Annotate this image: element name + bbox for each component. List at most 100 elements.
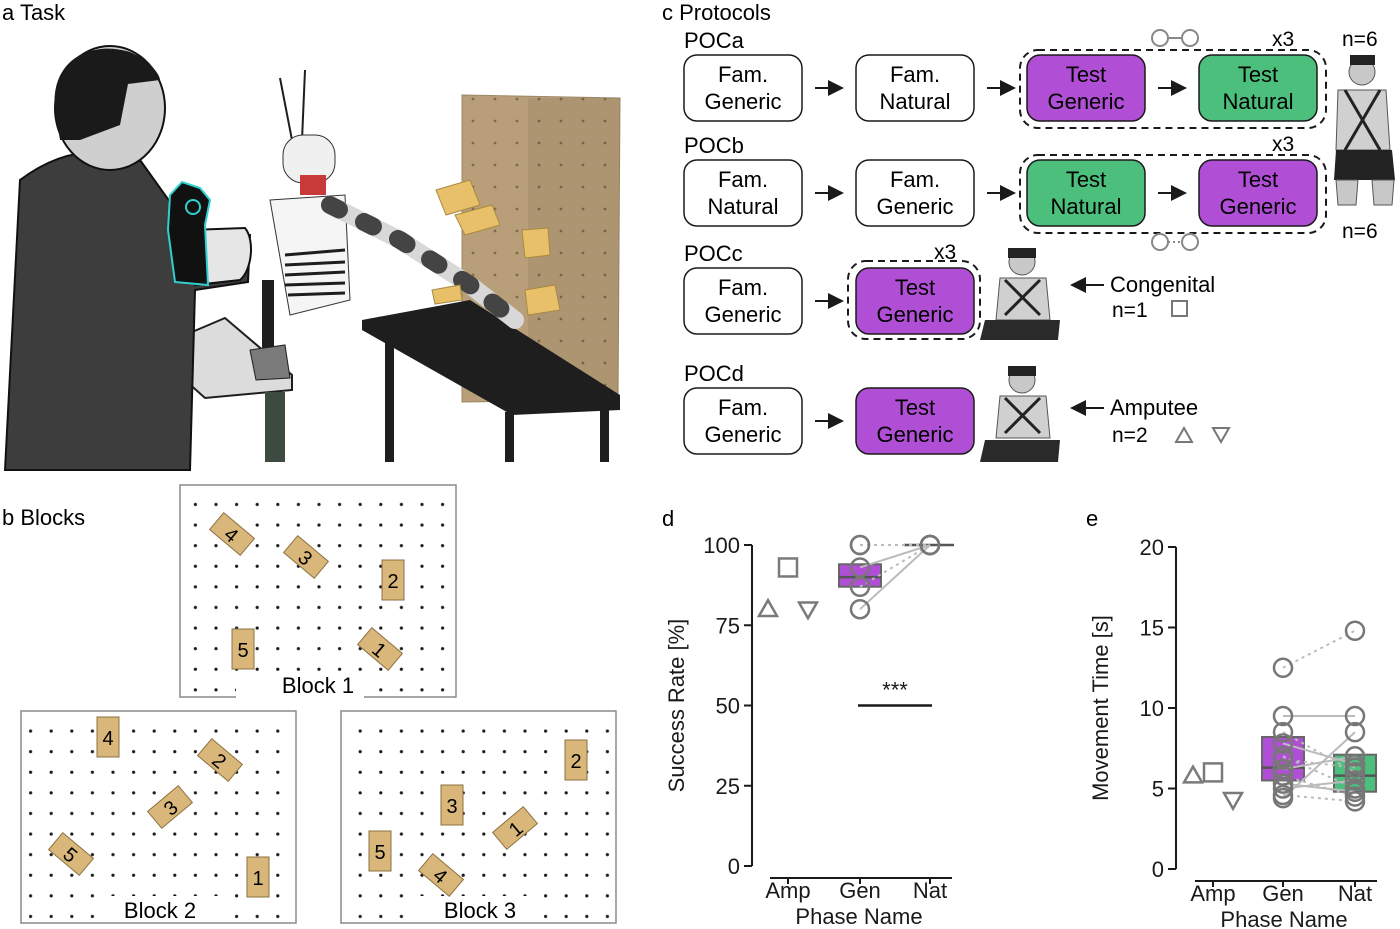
- group-label: Amputee: [1110, 395, 1198, 420]
- block-piece: 1: [246, 856, 270, 898]
- block-layout-3: Block 3 2 3 1 5 4: [340, 710, 617, 924]
- nat-point: [1344, 620, 1366, 641]
- gen-point: [1272, 749, 1294, 770]
- block-piece: 5: [47, 832, 95, 876]
- x-tick-label: Gen: [1262, 881, 1304, 906]
- step-label-line2: Generic: [876, 194, 953, 219]
- y-tick-label: 0: [728, 854, 740, 879]
- panel-a: a Task: [2, 0, 621, 471]
- triangle-up-marker: [1181, 764, 1205, 784]
- tracker-device: [166, 180, 212, 287]
- nat-point: [1344, 705, 1366, 727]
- n-label: n=6: [1342, 28, 1378, 51]
- y-tick-label: 15: [1140, 616, 1164, 641]
- block-piece: 4: [417, 853, 465, 897]
- step-label-line2: Natural: [1223, 89, 1294, 114]
- n-label: n=1: [1112, 299, 1148, 322]
- step-label-line1: Fam.: [718, 275, 768, 300]
- panel-a-label: a Task: [2, 0, 66, 25]
- step-label-line1: Fam.: [890, 62, 940, 87]
- pairing-icon: [1151, 29, 1199, 47]
- nat-point: [1344, 757, 1366, 778]
- block-piece: 2: [381, 559, 405, 601]
- gen-point: [849, 598, 871, 620]
- y-tick-label: 25: [716, 774, 740, 799]
- gen-point: [1272, 705, 1294, 727]
- repeat-count: x3: [1272, 133, 1294, 156]
- task-illustration: [3, 45, 621, 471]
- block-piece: 2: [564, 739, 588, 781]
- y-tick-label: 20: [1140, 535, 1164, 560]
- gen-point: [1272, 765, 1294, 786]
- step-label-line1: Test: [1238, 167, 1278, 192]
- y-tick-label: 10: [1140, 696, 1164, 721]
- square-marker-icon: [1171, 300, 1188, 317]
- step-label-line2: Generic: [704, 302, 781, 327]
- svg-text:5: 5: [374, 842, 385, 864]
- gen-point: [1272, 758, 1294, 780]
- step-box: Fam.Generic: [855, 159, 975, 227]
- repeat-count: x3: [934, 241, 956, 264]
- triangle-up-marker-icon: [1174, 425, 1194, 443]
- repeat-group: [1019, 154, 1327, 234]
- pair-line: [1282, 755, 1356, 790]
- step-label-line1: Test: [895, 395, 935, 420]
- block-piece: 3: [146, 785, 194, 829]
- block-piece: 1: [356, 627, 404, 671]
- nat-point: [1344, 781, 1366, 802]
- x-tick-label: Gen: [839, 878, 881, 903]
- x-axis-label: Phase Name: [1220, 907, 1347, 929]
- nat-point: [1344, 791, 1366, 812]
- gen-point: [1272, 787, 1294, 809]
- protocol-name: POCa: [684, 28, 745, 53]
- svg-text:3: 3: [446, 796, 457, 818]
- repeat-count: x3: [1272, 28, 1294, 51]
- block-piece: 2: [196, 738, 244, 782]
- y-tick-label: 50: [716, 694, 740, 719]
- step-label-line2: Generic: [1047, 89, 1124, 114]
- step-box: Fam.Natural: [683, 159, 803, 227]
- gen-point: [1272, 733, 1294, 754]
- triangle-up-marker: [756, 597, 780, 618]
- gen-point: [1272, 657, 1294, 678]
- svg-text:2: 2: [570, 751, 581, 773]
- protocol-name: POCd: [684, 361, 744, 386]
- step-label-line1: Test: [1066, 167, 1106, 192]
- block-piece: 5: [368, 830, 392, 872]
- step-label-line1: Test: [1066, 62, 1106, 87]
- user-body: [3, 150, 252, 471]
- pair-line: [1282, 774, 1356, 798]
- y-tick-label: 75: [716, 613, 740, 638]
- y-axis-label: Success Rate [%]: [664, 619, 689, 793]
- block-piece: 5: [231, 628, 255, 670]
- pair-line: [859, 544, 931, 569]
- gen-point: [1272, 773, 1294, 794]
- y-tick-label: 0: [1152, 857, 1164, 882]
- panel-c-label: c Protocols: [662, 0, 771, 25]
- triangle-down-marker: [796, 601, 820, 621]
- block-piece: 4: [96, 716, 120, 758]
- step-label-line2: Generic: [876, 422, 953, 447]
- panel-b: b Blocks Block 1 4 3 2 5 1 Block 2 4 2 3…: [2, 484, 617, 924]
- pair-line: [859, 544, 931, 610]
- panel-c: c Protocols POCa x3 Fam.Generic Fam.Natu…: [662, 0, 1395, 462]
- n-label: n=2: [1112, 424, 1148, 447]
- gen-point: [849, 534, 871, 556]
- block-piece: 3: [282, 535, 330, 579]
- triangle-down-marker: [1221, 791, 1245, 812]
- step-label-line2: Generic: [704, 422, 781, 447]
- nat-point: [1344, 746, 1366, 767]
- step-label-line2: Natural: [880, 89, 951, 114]
- repeat-group: [847, 260, 981, 340]
- svg-text:4: 4: [102, 728, 113, 750]
- block-layout-2: Block 2 4 2 3 5 1: [20, 710, 297, 924]
- pair-line: [1282, 758, 1356, 769]
- panel-b-label: b Blocks: [2, 505, 85, 530]
